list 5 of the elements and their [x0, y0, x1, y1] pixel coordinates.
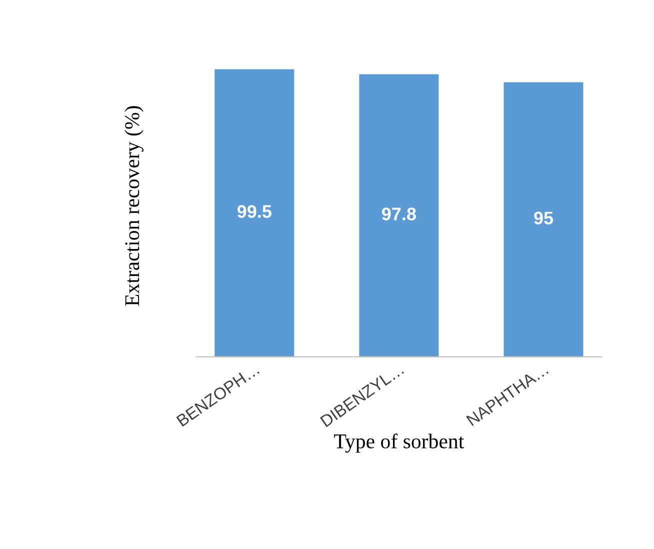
data-label: 99.5 — [237, 205, 272, 218]
data-label: 95 — [534, 212, 554, 224]
y-axis-title: Extraction recovery (%) — [124, 106, 144, 306]
x-axis-title: Type of sorbent — [334, 434, 464, 453]
data-label: 97.8 — [382, 208, 416, 220]
